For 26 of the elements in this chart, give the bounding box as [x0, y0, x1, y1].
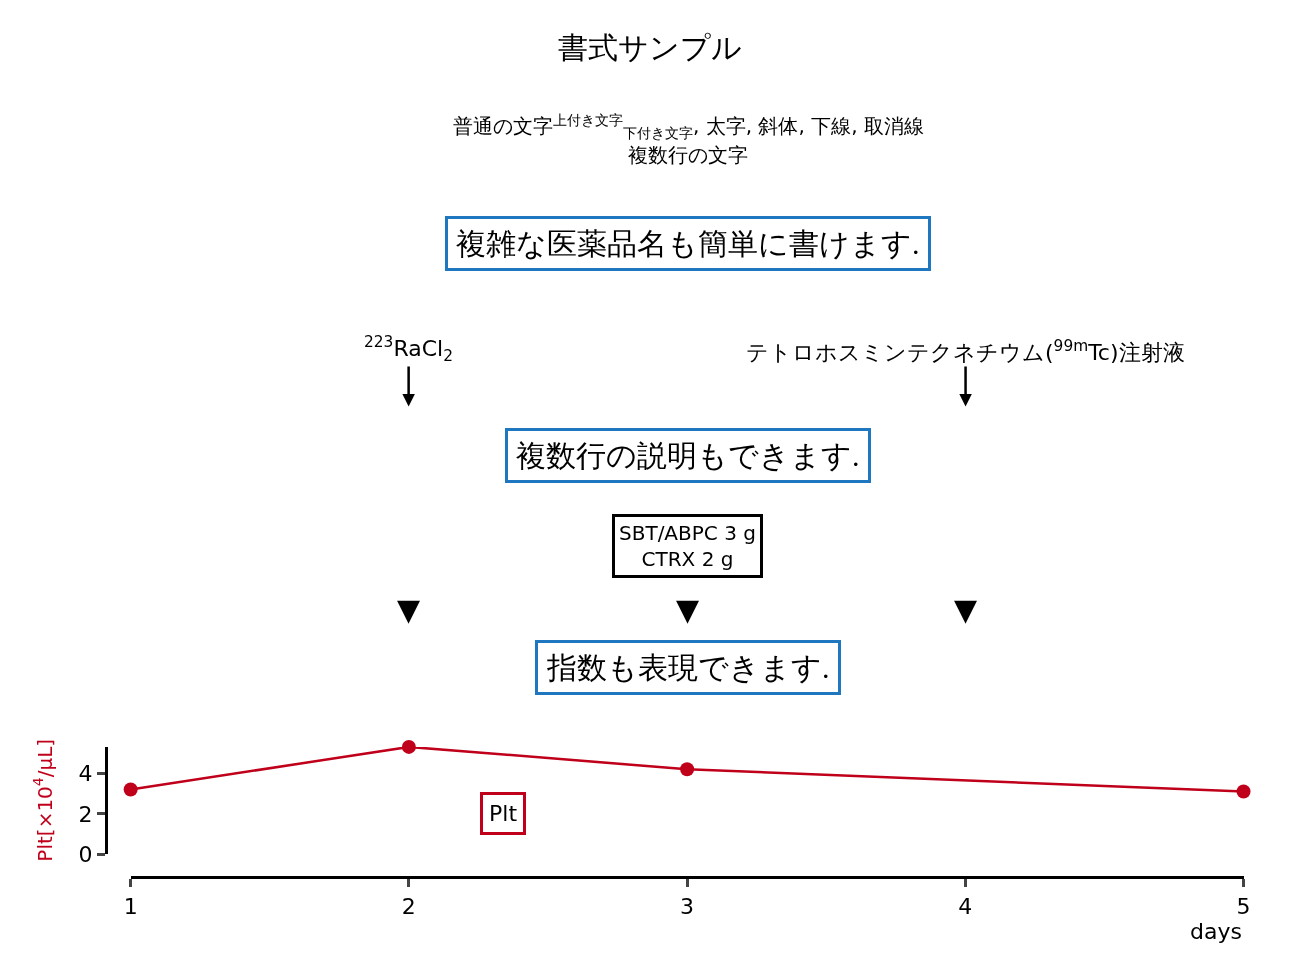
y-tick-label: 2 — [78, 801, 93, 827]
x-tick-label: 2 — [401, 893, 416, 919]
x-tick-label: 1 — [123, 893, 138, 919]
x-tick-label: 4 — [958, 893, 973, 919]
chart-subtitle: 普通の文字$^{上付き文字}$$_{下付き文字}$, 太字, 斜体, 下線, 取消線 — [453, 112, 924, 141]
chart-title: 書式サンプル — [558, 30, 742, 65]
point — [1236, 784, 1251, 799]
x-tick-label: 5 — [1236, 893, 1251, 919]
text: テトロホスミンテクネチウム($^{99m}$Tc)注射液 — [746, 337, 1185, 366]
point — [680, 762, 695, 777]
text: 複雑な医薬品名も簡単に書けます. — [456, 227, 920, 260]
point — [401, 739, 416, 754]
point — [123, 782, 138, 797]
y-tick-label: 4 — [78, 760, 93, 786]
text: ▼ — [954, 592, 978, 627]
x-axis-title: days — [1190, 919, 1242, 944]
annotation: Plt — [489, 801, 518, 826]
text: 指数も表現できます. — [546, 651, 830, 684]
x-tick-label: 3 — [680, 893, 695, 919]
text: 複数行の文字 — [628, 143, 748, 167]
text: 複数行の説明もできます. — [516, 439, 860, 472]
y-tick-label: 0 — [78, 842, 93, 868]
text: SBT/ABPC 3 g CTRX 2 g — [619, 521, 756, 571]
text: ▼ — [676, 592, 700, 627]
text: $^{223}$RaCl$_{2}$ — [364, 333, 453, 365]
text: ▼ — [397, 592, 421, 627]
